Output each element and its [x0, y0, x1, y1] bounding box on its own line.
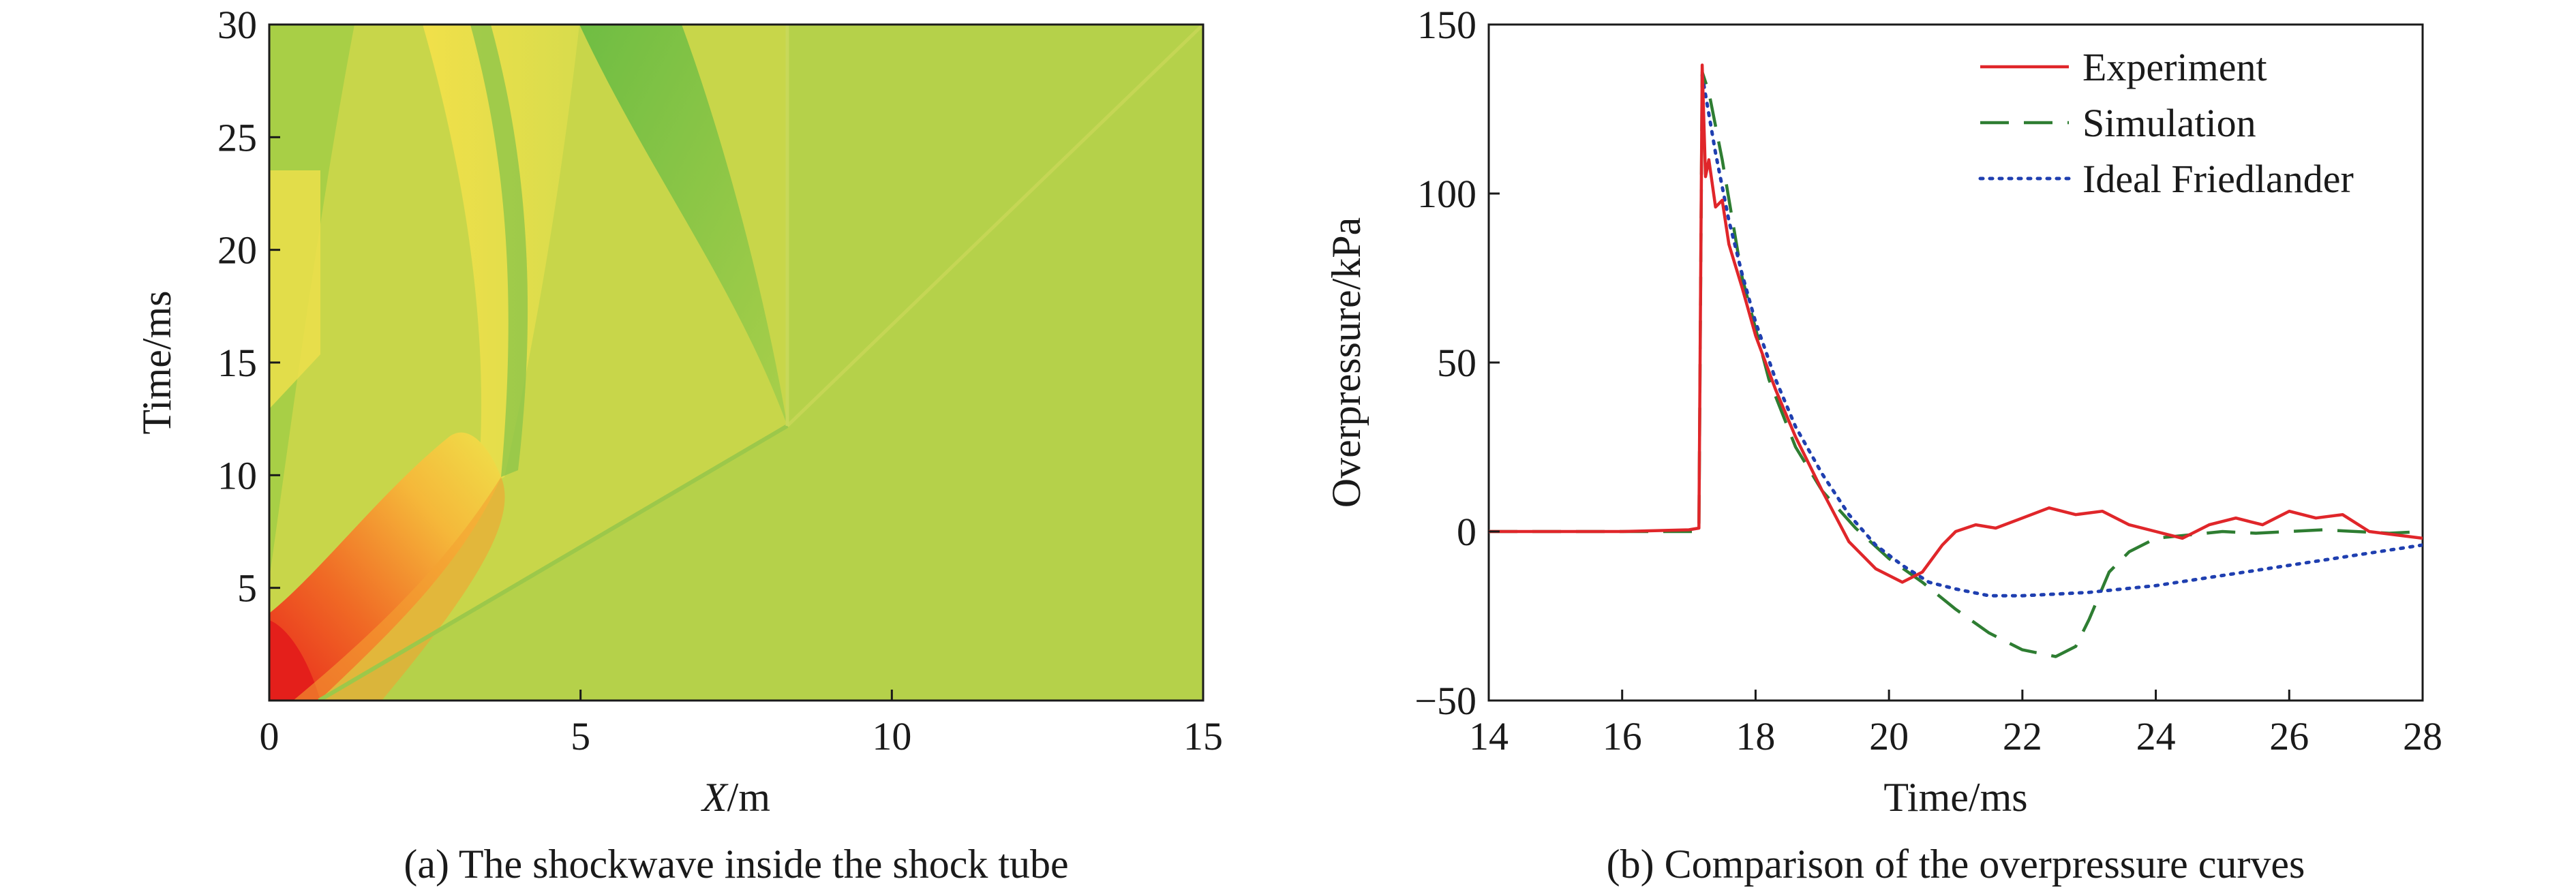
- heatmap-green-fan-2: [470, 25, 528, 477]
- panel-b-xtick-label: 28: [2403, 714, 2442, 758]
- panel-b-xtick-label: 24: [2136, 714, 2176, 758]
- panel-a-ytick-label: 20: [217, 228, 257, 273]
- heatmap-incident-shock: [318, 424, 789, 701]
- panel-a-ytick-label: 10: [217, 453, 257, 497]
- heatmap-red-spot: [269, 620, 320, 701]
- panel-a-xtick-label: 10: [872, 714, 911, 758]
- heatmap-hot-core: [269, 432, 501, 701]
- panel-b-ytick-label: 150: [1417, 3, 1476, 47]
- panel-b-xtick-label: 16: [1603, 714, 1642, 758]
- panel-a-caption: (a) The shockwave inside the shock tube: [404, 842, 1068, 887]
- panel-b-ylabel: Overpressure/kPa: [1324, 217, 1369, 508]
- panel-a-xlabel-var: X: [701, 775, 729, 820]
- legend-label: Experiment: [2082, 45, 2267, 89]
- panel-b-xtick-label: 20: [1869, 714, 1909, 758]
- heatmap-yellow-fan: [423, 25, 579, 491]
- panel-b-legend: Experiment Simulation Ideal Friedlander: [1978, 45, 2354, 201]
- panel-b-frame: [1487, 23, 2424, 702]
- panel-a-xtick-label: 5: [571, 714, 590, 758]
- panel-b-caption: (b) Comparison of the overpressure curve…: [1607, 842, 2305, 887]
- panel-b-ytick-label: 100: [1417, 172, 1476, 216]
- panel-b-ytick-label: 50: [1437, 341, 1476, 385]
- panel-a-xlabel: X/m: [701, 775, 770, 820]
- panel-b-series: [1489, 63, 2423, 658]
- panel-b-xtick-label: 22: [2003, 714, 2042, 758]
- panel-a-ylabel: Time/ms: [134, 290, 179, 434]
- panel-b-ytick-label: 0: [1457, 510, 1476, 554]
- heatmap-green-fan-1: [579, 25, 787, 426]
- panel-a-ytick-label: 30: [217, 3, 257, 47]
- panel-b-ticks: 14 16 18 20 22 24 26 28 −50 0 50 100 150: [1414, 3, 2442, 758]
- heatmap-yellow-patch-left: [269, 170, 320, 409]
- panel-a-xtick-label: 15: [1183, 714, 1223, 758]
- heatmap-green-band-left: [269, 25, 354, 579]
- panel-b-xlabel: Time/ms: [1883, 775, 2027, 820]
- panel-b-xtick-label: 18: [1736, 714, 1775, 758]
- legend-label: Ideal Friedlander: [2082, 157, 2354, 201]
- panel-a-ytick-label: 5: [237, 566, 257, 611]
- panel-b-xtick-label: 26: [2269, 714, 2309, 758]
- panel-a-ticks: 0 5 10 15 5 10 15 20 25 30: [217, 3, 1223, 758]
- panel-a-xlabel-unit: /m: [727, 775, 770, 820]
- panel-a: 0 5 10 15 5 10 15 20 25 30 Time/ms X/m (a) The sh…: [134, 3, 1223, 887]
- panel-b-xtick-label: 14: [1469, 714, 1509, 758]
- panel-b-ytick-label: −50: [1414, 679, 1476, 723]
- heatmap-reflected-shock: [786, 25, 1203, 427]
- panel-b: 14 16 18 20 22 24 26 28 −50 0 50 100 150 Experiment S…: [1324, 3, 2442, 887]
- panel-a-ytick-label: 25: [217, 115, 257, 159]
- panel-a-ytick-label: 15: [217, 341, 257, 385]
- legend-label: Simulation: [2082, 101, 2256, 145]
- panel-a-xtick-label: 0: [260, 714, 279, 758]
- heatmap-field: [269, 25, 1203, 701]
- series-line-experiment: [1489, 63, 2423, 584]
